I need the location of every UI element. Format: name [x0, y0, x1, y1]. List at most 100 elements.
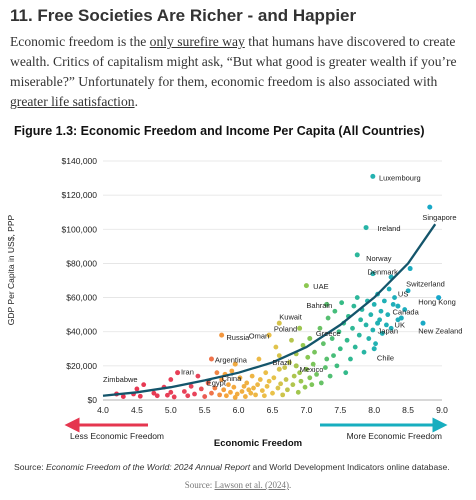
data-point [384, 322, 389, 328]
data-point [371, 302, 377, 307]
lawson-citation-link[interactable]: Lawson et al. (2024) [214, 480, 289, 490]
data-point [305, 354, 311, 360]
less-freedom-label: Less Economic Freedom [70, 431, 164, 441]
data-point [270, 390, 275, 396]
data-point [120, 394, 126, 399]
data-point [198, 386, 204, 392]
y-tick-label: $80,000 [66, 258, 97, 268]
data-point [154, 393, 160, 399]
data-point [253, 392, 258, 398]
point-label: Luxembourg [379, 174, 421, 183]
data-point [134, 386, 140, 392]
x-tick-label: 6.0 [233, 405, 245, 415]
data-point [192, 391, 197, 397]
data-point [336, 329, 342, 335]
data-point [343, 370, 349, 376]
labeled-point [232, 361, 238, 367]
data-point [325, 315, 331, 321]
point-label: Kuwait [279, 313, 302, 322]
data-point [221, 387, 227, 393]
data-point [251, 385, 256, 391]
labeled-point [370, 271, 376, 277]
labeled-point [324, 301, 330, 307]
data-point [373, 341, 378, 347]
point-label: Zimbabwe [103, 375, 138, 384]
labeled-point [398, 315, 404, 321]
x-tick-label: 8.5 [402, 405, 414, 415]
trend-line [102, 223, 437, 397]
y-tick-label: $100,000 [62, 224, 98, 234]
data-point [351, 303, 357, 309]
x-tick-label: 4.5 [131, 405, 143, 415]
source-prefix: Source: [14, 462, 47, 472]
point-label: Hong Kong [418, 297, 456, 306]
greater-life-satisfaction-link[interactable]: greater life satisfaction [10, 94, 135, 109]
labeled-point [375, 320, 381, 326]
data-point [228, 389, 233, 395]
data-point [295, 389, 301, 395]
labeled-point [436, 295, 442, 301]
data-point [331, 353, 336, 359]
point-label: Bahrain [306, 301, 332, 310]
data-point [257, 377, 263, 382]
data-point [356, 332, 362, 338]
y-tick-label: $120,000 [62, 190, 98, 200]
source-report-title: Economic Freedom of the World: 2024 Annu… [46, 462, 251, 472]
data-point [271, 375, 277, 381]
data-point [304, 366, 309, 372]
data-point [307, 375, 313, 381]
data-point [290, 382, 296, 388]
data-point [289, 337, 294, 343]
x-tick-label: 8.0 [368, 405, 380, 415]
data-point [249, 373, 255, 379]
data-point [390, 302, 396, 307]
data-point [209, 390, 214, 396]
data-point [195, 373, 201, 379]
x-tick-label: 5.0 [165, 405, 177, 415]
data-point [385, 312, 391, 318]
y-axis-ticks: $0 $20,000 $40,000 $60,000 $80,000 $100,000 $1… [62, 156, 98, 405]
data-point [392, 295, 397, 300]
data-point [141, 382, 147, 388]
y-tick-label: $0 [88, 395, 98, 405]
point-label: Russia [226, 333, 250, 342]
point-label: New Zealand [418, 326, 462, 335]
data-point [185, 393, 191, 399]
point-label: Brazil [273, 358, 292, 367]
data-point [248, 390, 254, 396]
y-axis-title: GDP Per Capita in US$, PPP [6, 214, 16, 325]
point-label: Switzerland [406, 279, 445, 288]
data-point [285, 387, 290, 393]
data-point [278, 381, 284, 387]
data-point [171, 394, 177, 400]
credit-suffix: . [288, 480, 292, 490]
x-tick-label: 7.0 [300, 405, 312, 415]
labeled-point [303, 283, 309, 289]
data-point [275, 385, 281, 391]
data-point [388, 325, 394, 331]
data-point [314, 371, 319, 377]
data-point [324, 356, 330, 362]
data-point [219, 377, 225, 382]
x-axis-ticks: 4.0 4.5 5.0 5.5 6.0 6.5 7.0 7.5 8.0 8.5 9.0 [97, 405, 448, 415]
data-point [402, 307, 408, 312]
source-suffix: and World Development Indicators online … [250, 462, 450, 472]
labeled-point [307, 336, 313, 342]
labeled-point [407, 266, 413, 272]
data-point [352, 344, 358, 350]
credit-line: Source: Lawson et al. (2024). [0, 480, 476, 490]
data-point [302, 384, 308, 390]
data-point [212, 385, 218, 391]
data-point [151, 390, 157, 396]
point-label: Denmark [367, 267, 398, 276]
intro-text-1: Economic freedom is the [10, 34, 150, 49]
data-point [256, 356, 262, 362]
point-label: Canada [393, 308, 420, 317]
only-surefire-way-link[interactable]: only surefire way [149, 34, 245, 49]
data-point [280, 392, 286, 398]
labeled-point [354, 252, 360, 258]
labeled-point [395, 303, 401, 309]
data-point [255, 382, 260, 388]
data-point [322, 365, 328, 370]
labeled-point [219, 332, 225, 338]
